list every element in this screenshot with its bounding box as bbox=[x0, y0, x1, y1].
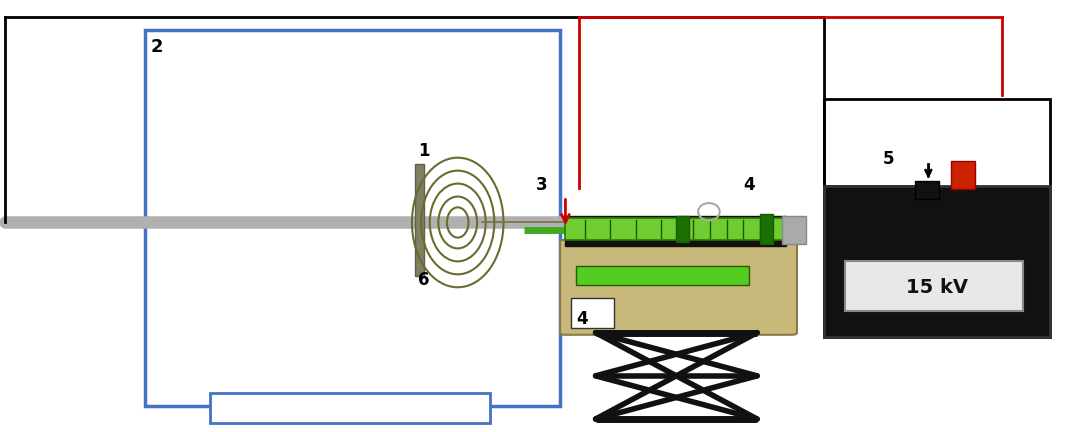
Bar bbox=[915, 181, 939, 199]
Bar bbox=[676, 216, 689, 242]
Bar bbox=[824, 99, 1050, 337]
Bar bbox=[782, 216, 806, 244]
Bar bbox=[565, 218, 786, 240]
Text: 2: 2 bbox=[151, 38, 164, 56]
Bar bbox=[824, 186, 1050, 337]
Bar bbox=[415, 164, 424, 276]
Text: 3: 3 bbox=[536, 176, 548, 194]
Text: 15 kV: 15 kV bbox=[906, 278, 968, 297]
Text: 1: 1 bbox=[418, 142, 430, 159]
Bar bbox=[565, 216, 786, 246]
Text: 4: 4 bbox=[743, 176, 755, 194]
Bar bbox=[759, 214, 773, 244]
Bar bbox=[951, 161, 975, 189]
Bar bbox=[210, 393, 490, 423]
FancyBboxPatch shape bbox=[560, 240, 797, 335]
Bar bbox=[145, 30, 560, 406]
Text: 4: 4 bbox=[576, 310, 588, 328]
Bar bbox=[571, 298, 614, 328]
Text: 5: 5 bbox=[883, 150, 895, 168]
Bar bbox=[576, 266, 749, 285]
Text: 6: 6 bbox=[418, 271, 430, 289]
Bar bbox=[845, 261, 1023, 311]
